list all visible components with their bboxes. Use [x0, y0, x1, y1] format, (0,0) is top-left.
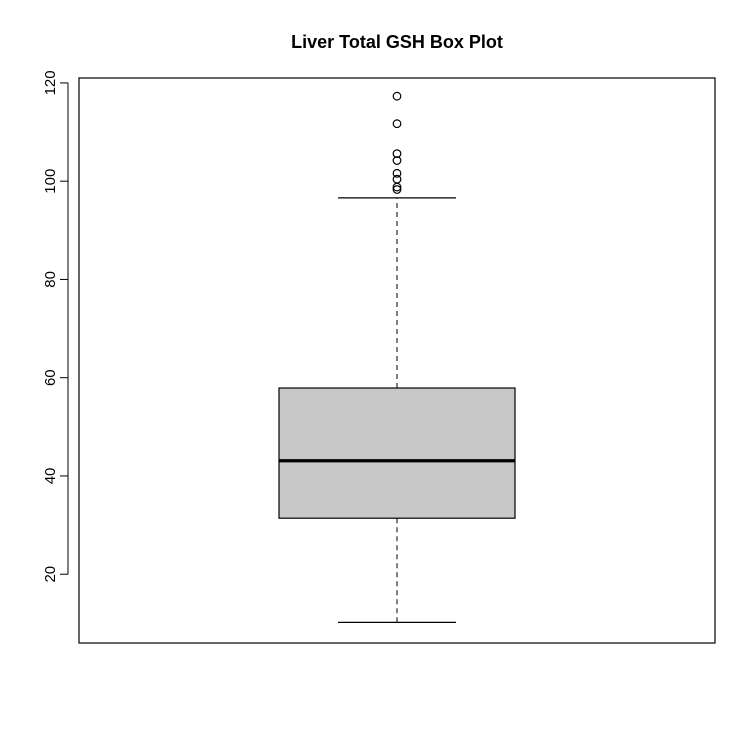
y-tick-label: 80: [42, 271, 59, 288]
outlier-point: [392, 168, 402, 178]
plot-frame: [78, 77, 716, 644]
chart-title: Liver Total GSH Box Plot: [291, 32, 503, 52]
outlier-point: [392, 185, 402, 194]
outlier-point: [392, 91, 402, 101]
y-tick-label: 120: [42, 70, 59, 95]
y-tick-label: 60: [42, 369, 59, 386]
interquartile-box: [278, 387, 516, 519]
y-tick-label: 40: [42, 468, 59, 485]
y-axis: 20 40 60 80 100 120: [42, 70, 69, 583]
outlier-point: [392, 119, 402, 129]
outlier-point: [392, 174, 402, 184]
y-tick-label: 100: [42, 169, 59, 194]
y-tick-label: 20: [42, 566, 59, 583]
outlier-point: [392, 156, 402, 165]
outlier-point: [392, 149, 402, 159]
box-plot: [278, 91, 516, 623]
